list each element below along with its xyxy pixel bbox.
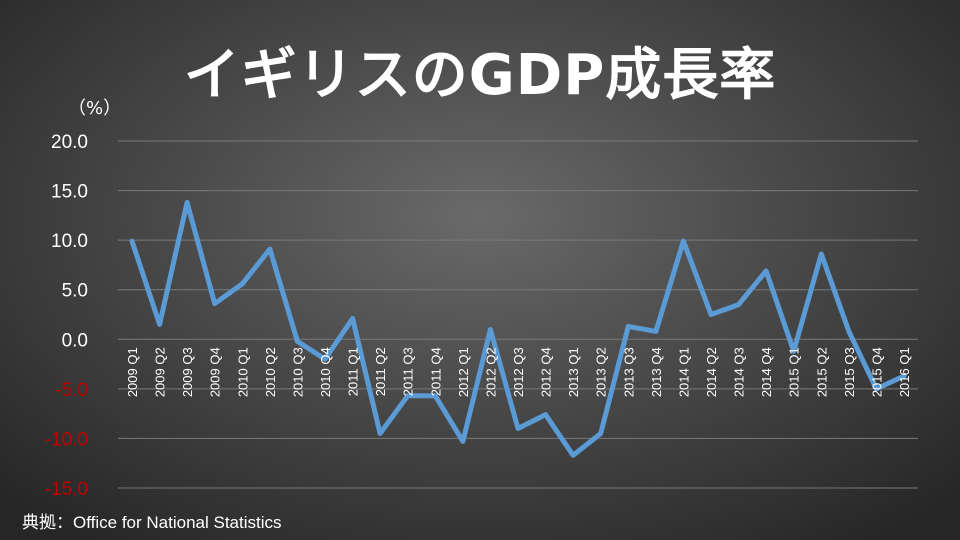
- x-tick-label: 2009 Q1: [125, 347, 140, 397]
- x-tick-label: 2014 Q2: [704, 347, 719, 397]
- y-tick-label: -10.0: [45, 429, 88, 450]
- x-tick-label: 2012 Q2: [483, 347, 498, 397]
- source-citation: 典拠：Office for National Statistics: [22, 513, 282, 532]
- x-tick-label: 2015 Q2: [814, 347, 829, 397]
- x-tick-label: 2011 Q1: [346, 347, 361, 396]
- chart-title: イギリスのGDP成長率: [183, 43, 777, 108]
- data-line-layer: [129, 200, 907, 458]
- x-tick-label: 2016 Q1: [897, 347, 912, 397]
- x-tick-label: 2015 Q3: [842, 347, 857, 397]
- x-tick-label: 2009 Q3: [180, 347, 195, 397]
- x-tick-label: 2012 Q1: [456, 347, 471, 397]
- x-tick-label: 2011 Q2: [373, 347, 388, 396]
- x-tick-label: 2011 Q4: [428, 347, 443, 396]
- x-tick-label: 2015 Q4: [869, 347, 884, 397]
- x-tick-label: 2010 Q1: [235, 347, 250, 397]
- x-tick-label: 2013 Q3: [621, 347, 636, 397]
- x-tick-label: 2010 Q2: [263, 347, 278, 397]
- y-axis-unit-label: （%）: [68, 98, 122, 119]
- x-tick-label: 2010 Q4: [318, 347, 333, 397]
- y-tick-label: 10.0: [51, 231, 88, 252]
- x-tick-label: 2014 Q4: [759, 347, 774, 397]
- gdp-growth-series-line: [129, 200, 907, 458]
- y-axis-tick-labels: 20.0 15.0 10.0 5.0 0.0 -5.0 -10.0 -15.0: [45, 132, 88, 500]
- y-tick-label: -5.0: [55, 380, 88, 401]
- x-tick-label: 2009 Q4: [208, 347, 223, 397]
- x-tick-label: 2009 Q2: [153, 347, 168, 397]
- x-tick-label: 2015 Q1: [787, 347, 802, 397]
- y-tick-label: -15.0: [45, 479, 88, 500]
- x-tick-label: 2013 Q2: [594, 347, 609, 397]
- x-tick-label: 2012 Q4: [539, 347, 554, 397]
- x-tick-label: 2014 Q3: [732, 347, 747, 397]
- y-tick-label: 15.0: [51, 182, 88, 203]
- x-tick-label: 2013 Q4: [649, 347, 664, 397]
- y-tick-label: 0.0: [62, 330, 88, 351]
- x-axis-tick-labels: 2009 Q1 2009 Q2 2009 Q3 2009 Q4 2010 Q1 2010 …: [125, 347, 912, 397]
- x-tick-label: 2012 Q3: [511, 347, 526, 397]
- x-tick-label: 2014 Q1: [676, 347, 691, 397]
- y-tick-label: 20.0: [51, 132, 88, 153]
- x-tick-label: 2013 Q1: [566, 347, 581, 397]
- y-tick-label: 5.0: [62, 281, 88, 302]
- x-tick-label: 2011 Q3: [401, 347, 416, 396]
- gridlines: [118, 140, 918, 489]
- x-tick-label: 2010 Q3: [290, 347, 305, 397]
